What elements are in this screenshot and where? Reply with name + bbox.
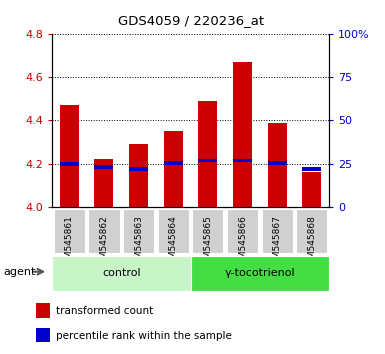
Bar (123, 209, 154, 253)
Bar (198, 101, 218, 207)
Bar (191, 256, 329, 291)
Bar (302, 172, 321, 207)
Bar (192, 209, 223, 253)
Bar (54, 209, 85, 253)
Bar (233, 159, 252, 162)
Bar (157, 209, 189, 253)
Bar (198, 159, 218, 162)
Text: GSM545867: GSM545867 (273, 216, 282, 270)
Bar (60, 162, 79, 166)
Bar (296, 209, 327, 253)
Bar (60, 105, 79, 207)
Bar (129, 167, 148, 171)
Text: transformed count: transformed count (56, 307, 154, 316)
Bar (89, 209, 119, 253)
Text: GSM545863: GSM545863 (134, 216, 143, 270)
Text: γ-tocotrienol: γ-tocotrienol (224, 268, 295, 279)
Bar (233, 62, 252, 207)
Bar (268, 122, 287, 207)
Bar (52, 256, 191, 291)
Bar (94, 165, 114, 169)
Text: GSM545866: GSM545866 (238, 216, 247, 270)
Text: control: control (102, 268, 141, 279)
Bar (268, 161, 287, 165)
Text: agent: agent (4, 267, 36, 277)
Text: GSM545868: GSM545868 (307, 216, 316, 270)
Text: percentile rank within the sample: percentile rank within the sample (56, 331, 232, 341)
Bar (227, 209, 258, 253)
Text: GSM545862: GSM545862 (99, 216, 109, 270)
Text: GSM545861: GSM545861 (65, 216, 74, 270)
Bar (36, 328, 50, 342)
Bar (261, 209, 293, 253)
Bar (94, 159, 114, 207)
Text: GSM545864: GSM545864 (169, 216, 178, 270)
Text: GDS4059 / 220236_at: GDS4059 / 220236_at (117, 14, 264, 27)
Bar (302, 167, 321, 171)
Bar (164, 131, 183, 207)
Text: GSM545865: GSM545865 (203, 216, 213, 270)
Bar (36, 303, 50, 318)
Bar (164, 161, 183, 165)
Bar (129, 144, 148, 207)
